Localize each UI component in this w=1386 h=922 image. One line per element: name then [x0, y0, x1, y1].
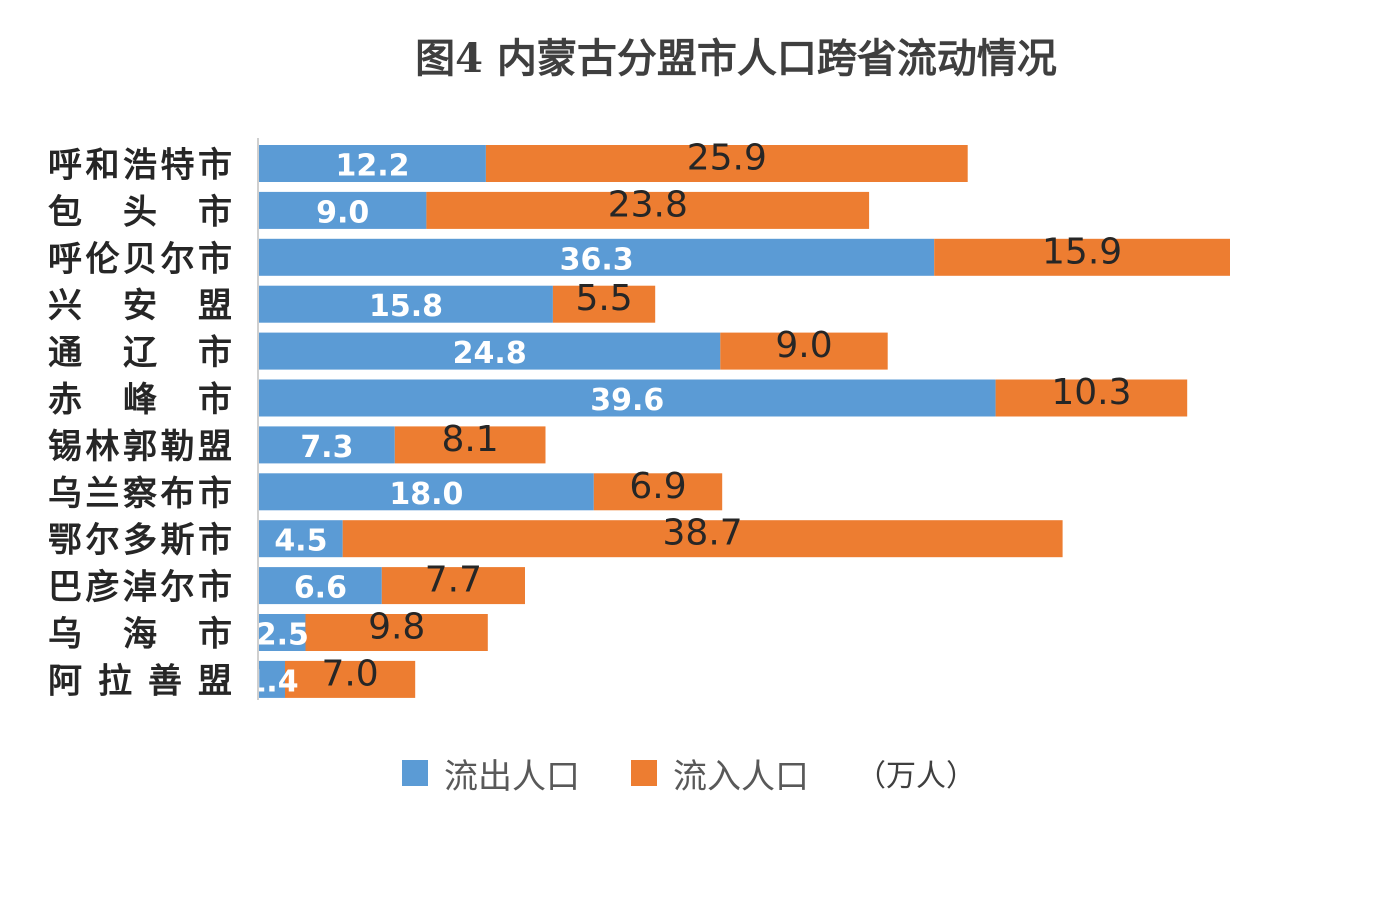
bar-outflow [259, 191, 427, 229]
bar-outflow [259, 426, 395, 464]
category-label: 阿拉善盟 [48, 661, 232, 701]
category-label: 锡林郭勒盟 [48, 427, 232, 467]
data-label-outflow: 1.4 [245, 664, 298, 699]
data-label-inflow: 7.0 [321, 653, 378, 694]
data-label-outflow: 15.8 [369, 289, 443, 324]
legend-label-inflow: 流入人口 [673, 757, 809, 797]
category-label: 巴彦淖尔市 [48, 568, 232, 608]
bar-outflow [259, 332, 721, 370]
bar-inflow [426, 191, 870, 229]
unit-note: （万人） [856, 759, 976, 794]
legend: 流出人口 流入人口 （万人） [402, 757, 976, 797]
legend-label-outflow: 流出人口 [444, 757, 580, 797]
data-label-inflow: 15.9 [1042, 231, 1122, 272]
data-labels: 12.2 25.9 9.0 23.8 36.3 15.9 15.8 5.5 24.8 9.0 39.… [245, 138, 1131, 700]
data-label-outflow: 39.6 [590, 383, 664, 418]
data-label-inflow: 10.3 [1051, 372, 1131, 413]
category-label: 呼伦贝尔市 [48, 239, 232, 279]
bar-inflow [381, 567, 525, 605]
category-label: 兴 安 盟 [48, 286, 232, 326]
bar-inflow [485, 145, 968, 182]
bar-inflow [342, 520, 1063, 558]
bar-inflow [394, 426, 546, 464]
bar-inflow [995, 379, 1188, 417]
legend-swatch-outflow [402, 760, 428, 786]
category-label: 鄂尔多斯市 [48, 521, 232, 561]
bar-outflow [259, 145, 486, 182]
bar-inflow [552, 285, 656, 323]
bar-outflow [259, 473, 594, 511]
bar-outflow [259, 379, 996, 417]
data-label-inflow: 7.7 [425, 560, 482, 601]
bar-outflow [259, 285, 553, 323]
chart-title: 图4 内蒙古分盟市人口跨省流动情况 [415, 35, 1057, 82]
data-label-outflow: 24.8 [453, 336, 527, 371]
bar-inflow [285, 660, 416, 698]
data-label-outflow: 36.3 [560, 242, 634, 277]
data-label-outflow: 7.3 [300, 430, 353, 465]
bars [259, 145, 1230, 698]
data-label-outflow: 6.6 [294, 571, 347, 606]
data-label-outflow: 2.5 [256, 618, 309, 653]
data-label-inflow: 9.0 [775, 325, 832, 366]
legend-swatch-inflow [631, 760, 657, 786]
data-label-inflow: 5.5 [575, 278, 632, 319]
category-label: 赤 峰 市 [48, 380, 232, 420]
data-label-inflow: 23.8 [608, 184, 688, 225]
bar-inflow [593, 473, 723, 511]
data-label-outflow: 12.2 [335, 149, 409, 184]
bar-outflow [259, 520, 343, 558]
bar-inflow [305, 614, 488, 651]
bar-outflow [259, 660, 285, 698]
data-label-inflow: 6.9 [629, 466, 686, 507]
data-label-outflow: 4.5 [274, 524, 327, 559]
category-label: 通 辽 市 [48, 333, 232, 373]
bar-outflow [259, 567, 382, 605]
data-label-inflow: 9.8 [368, 607, 425, 648]
category-label: 包 头 市 [48, 192, 232, 232]
data-label-outflow: 9.0 [316, 195, 369, 230]
bar-inflow [720, 332, 888, 370]
bar-inflow [934, 238, 1230, 276]
bar-outflow [259, 614, 306, 651]
data-label-outflow: 18.0 [389, 477, 463, 512]
bar-outflow [259, 238, 935, 276]
category-label: 乌兰察布市 [48, 474, 232, 514]
category-label: 呼和浩特市 [48, 146, 232, 186]
category-label: 乌 海 市 [48, 615, 232, 655]
data-label-inflow: 25.9 [687, 138, 767, 179]
data-label-inflow: 8.1 [441, 419, 498, 460]
data-label-inflow: 38.7 [663, 513, 743, 554]
